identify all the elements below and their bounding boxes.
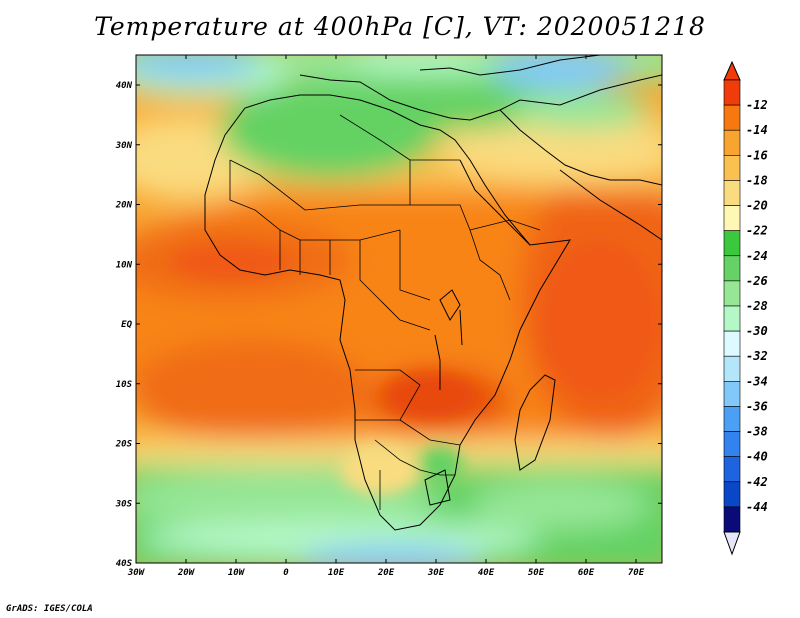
map-frame (135, 54, 663, 564)
colorbar-swatch (723, 481, 741, 508)
colorbar-top-arrow (723, 60, 741, 81)
lon-label: 50E (528, 568, 545, 578)
colorbar-swatch (723, 230, 741, 257)
colorbar-label: -24 (746, 249, 768, 263)
colorbar-swatch (723, 506, 741, 533)
colorbar-label: -18 (746, 173, 768, 187)
lat-label: EQ (121, 320, 132, 330)
colorbar-label: -22 (746, 224, 768, 238)
map-title: Temperature at 400hPa [C], VT: 202005121… (94, 12, 706, 41)
lon-label: 70E (628, 568, 645, 578)
lon-label: 0 (283, 568, 289, 578)
colorbar-label: -38 (746, 425, 768, 439)
country-borders (229, 114, 541, 510)
lon-label: 60E (578, 568, 595, 578)
lat-label: 30N (115, 141, 133, 151)
colorbar-label: -44 (746, 500, 768, 514)
lon-label: 20E (377, 568, 395, 578)
colorbar-label: -20 (746, 199, 768, 213)
colorbar-label: -14 (746, 123, 768, 137)
colorbar-label: -26 (746, 274, 768, 288)
colorbar-swatch (723, 305, 741, 332)
colorbar-swatch (723, 431, 741, 457)
lat-label: 10S (116, 380, 133, 390)
colorbar-label: -40 (746, 450, 768, 464)
colorbar-label: -12 (746, 98, 768, 112)
credit-text: GrADS: IGES/COLA (6, 604, 93, 614)
lat-label: 20S (115, 440, 133, 450)
colorbar-swatch (723, 129, 741, 156)
lon-label: 30W (127, 568, 146, 578)
colorbar-bottom-arrow (723, 531, 741, 556)
colorbar-swatch (723, 330, 741, 357)
lon-label: 10W (228, 568, 246, 578)
colorbar-label: -34 (746, 374, 768, 388)
lat-label: 10N (116, 260, 133, 270)
colorbar-label: -32 (746, 349, 768, 363)
lat-label: 40S (116, 559, 133, 569)
colorbar-label: -42 (746, 475, 768, 489)
lon-label: 10E (328, 568, 345, 578)
lon-label: 40E (478, 568, 495, 578)
colorbar-swatch (723, 79, 741, 106)
colorbar-label: -36 (746, 399, 768, 413)
colorbar-swatch (723, 104, 741, 131)
colorbar: -12 -14 -16 -18 -20 -22 -24 -26 -28 -30 -32 -34 -36 -… (723, 60, 768, 556)
colorbar-label: -30 (746, 324, 768, 338)
colorbar-swatch (723, 255, 741, 282)
colorbar-swatch (723, 180, 741, 206)
temperature-field (136, 55, 662, 563)
colorbar-label: -16 (746, 148, 768, 162)
colorbar-swatch (723, 155, 741, 181)
lon-axis: 30W 20W 10W 0 10E 20E 30E 40E 50E 60E 70E (127, 55, 645, 578)
lat-axis: 40N 30N 20N 10N EQ 10S 20S 30S 40S (115, 81, 662, 569)
lon-label: 20W (177, 568, 196, 578)
lat-label: 40N (116, 81, 133, 91)
lon-label: 30E (427, 568, 445, 578)
colorbar-swatch (723, 381, 741, 407)
colorbar-swatch (723, 205, 741, 231)
colorbar-swatch (723, 456, 741, 483)
lat-label: 20N (115, 201, 133, 211)
lat-label: 30S (115, 499, 133, 509)
colorbar-swatch (723, 406, 741, 432)
colorbar-label: -28 (746, 299, 768, 313)
colorbar-swatch (723, 355, 741, 382)
colorbar-swatch (723, 280, 741, 307)
